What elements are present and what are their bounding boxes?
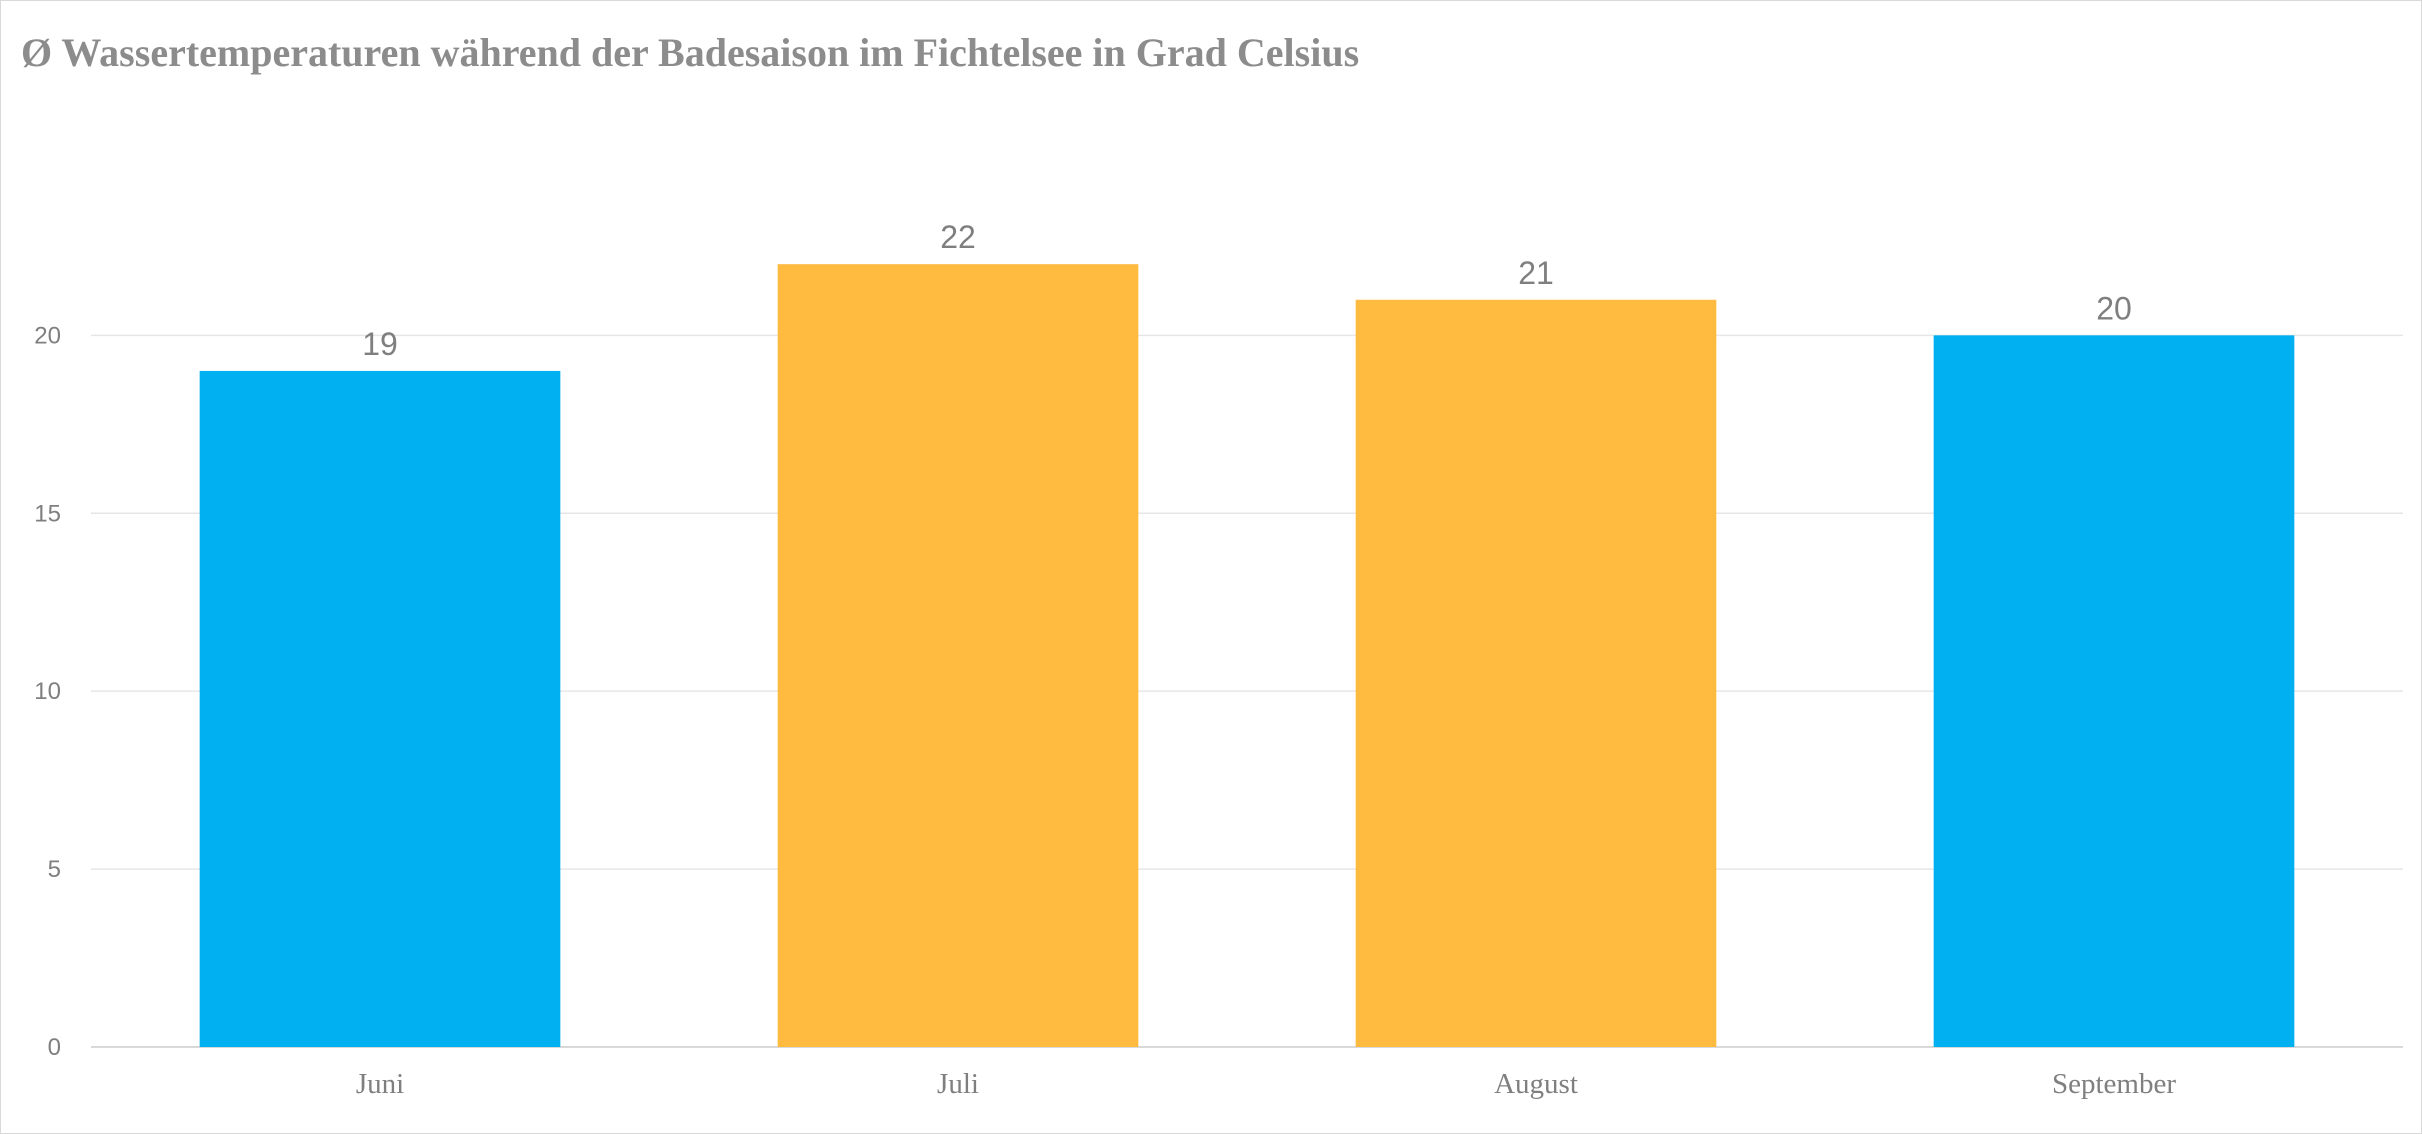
bar-juni — [199, 370, 561, 1047]
category-label: Juni — [356, 1068, 404, 1100]
data-label: 19 — [362, 326, 398, 362]
data-label: 21 — [1518, 255, 1554, 291]
y-tick-label: 10 — [34, 678, 61, 705]
bar-august — [1355, 299, 1717, 1047]
bars — [199, 264, 2295, 1047]
data-labels: 19 22 21 20 — [362, 219, 2132, 362]
bar-september — [1933, 335, 2295, 1047]
data-label: 20 — [2096, 290, 2132, 326]
y-tick-label: 20 — [34, 322, 61, 349]
data-label: 22 — [940, 219, 976, 255]
y-tick-label: 15 — [34, 500, 61, 527]
y-tick-label: 5 — [48, 856, 61, 883]
y-tick-label: 0 — [48, 1034, 61, 1061]
category-label: Juli — [937, 1068, 979, 1100]
category-label: September — [2052, 1068, 2176, 1100]
category-label: August — [1494, 1068, 1578, 1100]
x-axis-categories: Juni Juli August September — [356, 1068, 2177, 1100]
chart-title: Ø Wassertemperaturen während der Badesai… — [21, 30, 1360, 75]
bar-juli — [777, 264, 1139, 1047]
y-axis-ticks: 0 5 10 15 20 — [34, 322, 61, 1061]
